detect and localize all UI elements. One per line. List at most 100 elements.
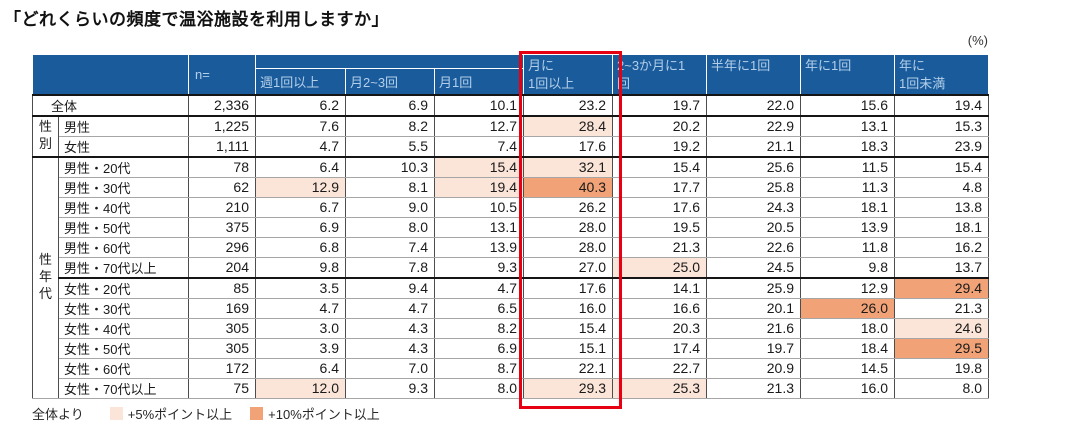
- value-cell: 25.6: [706, 156, 801, 178]
- value-cell: 20.3: [612, 317, 707, 339]
- column-header-every-2-3-months: 2~3か月に1 回: [612, 54, 707, 96]
- row-label: 女性・50代: [58, 337, 189, 359]
- n-value-cell: 305: [188, 337, 256, 359]
- value-cell: 19.8: [894, 357, 989, 379]
- value-cell: 16.2: [894, 236, 989, 258]
- n-value-cell: 169: [188, 297, 256, 319]
- value-cell: 25.9: [706, 277, 801, 299]
- value-cell: 6.7: [255, 196, 346, 218]
- row-label: 女性・30代: [58, 297, 189, 319]
- value-cell: 8.7: [434, 357, 524, 379]
- value-cell: 20.5: [706, 216, 801, 238]
- value-cell: 21.6: [706, 317, 801, 339]
- value-cell: 19.4: [894, 94, 989, 117]
- legend-swatch-plus10-icon: [250, 407, 264, 420]
- row-label: 女性: [58, 135, 189, 158]
- table-row: 女性・70代以上 75 12.0 9.3 8.0 29.3 25.3 21.3 16.0 8.0: [33, 377, 989, 399]
- value-cell: 4.3: [345, 337, 435, 359]
- value-cell: 18.1: [800, 196, 895, 218]
- value-cell: 7.8: [345, 256, 435, 279]
- value-cell: 12.9: [255, 176, 346, 198]
- value-cell: 6.8: [255, 236, 346, 258]
- table-row: 男性・30代 62 12.9 8.1 19.4 40.3 17.7 25.8 11.3 4.8: [33, 176, 989, 198]
- value-cell: 3.5: [255, 277, 346, 299]
- value-cell: 9.0: [345, 196, 435, 218]
- value-cell: 20.2: [612, 115, 707, 137]
- column-header-once-a-year: 年に1回: [800, 54, 895, 96]
- value-cell: 7.0: [345, 357, 435, 379]
- value-cell: 29.5: [894, 337, 989, 359]
- value-cell: 9.4: [345, 277, 435, 299]
- row-label: 男性・50代: [58, 216, 189, 238]
- value-cell: 4.8: [894, 176, 989, 198]
- table-row: 女性・40代 305 3.0 4.3 8.2 15.4 20.3 21.6 18.0 24.6: [33, 317, 989, 339]
- value-cell: 24.5: [706, 256, 801, 279]
- table-row: 女性・20代 85 3.5 9.4 4.7 17.6 14.1 25.9 12.9 29.4: [33, 277, 989, 299]
- value-cell: 14.1: [612, 277, 707, 299]
- n-value-cell: 78: [188, 156, 256, 178]
- value-cell: 9.8: [255, 256, 346, 279]
- n-value-cell: 85: [188, 277, 256, 299]
- value-cell: 18.4: [800, 337, 895, 359]
- value-cell: 7.4: [345, 236, 435, 258]
- column-header-monthly-or-more: 月に 1回以上: [523, 54, 613, 96]
- value-cell: 28.4: [523, 115, 613, 137]
- value-cell: 12.7: [434, 115, 524, 137]
- value-cell: 26.0: [800, 297, 895, 319]
- value-cell: 6.4: [255, 156, 346, 178]
- value-cell: 15.4: [894, 156, 989, 178]
- value-cell: 9.3: [434, 256, 524, 279]
- table-row: 女性 1,111 4.7 5.5 7.4 17.6 19.2 21.1 18.3 23.9: [33, 135, 989, 158]
- value-cell: 13.7: [894, 256, 989, 279]
- header-row-top: n= 月に 1回以上 2~3か月に1 回 半年に1回 年に1回 年に 1回未満: [32, 54, 989, 96]
- value-cell: 11.5: [800, 156, 895, 178]
- value-cell: 8.1: [345, 176, 435, 198]
- value-cell: 18.3: [800, 135, 895, 158]
- n-value-cell: 62: [188, 176, 256, 198]
- value-cell: 25.0: [612, 256, 707, 279]
- row-label: 女性・40代: [58, 317, 189, 339]
- value-cell: 20.9: [706, 357, 801, 379]
- row-label: 男性・70代以上: [58, 256, 189, 279]
- value-cell: 15.6: [800, 94, 895, 117]
- table-header: n= 月に 1回以上 2~3か月に1 回 半年に1回 年に1回 年に 1回未満 …: [32, 54, 989, 96]
- value-cell: 4.7: [255, 297, 346, 319]
- merged-subheader-group: [255, 54, 524, 69]
- row-label: 女性・20代: [58, 277, 189, 299]
- row-label: 男性・40代: [58, 196, 189, 218]
- value-cell: 40.3: [523, 176, 613, 198]
- value-cell: 27.0: [523, 256, 613, 279]
- table-row: 女性・60代 172 6.4 7.0 8.7 22.1 22.7 20.9 14.5 19.8: [33, 357, 989, 379]
- survey-question-title: 「どれくらいの頻度で温浴施設を利用しますか」: [4, 10, 389, 29]
- value-cell: 26.2: [523, 196, 613, 218]
- value-cell: 13.8: [894, 196, 989, 218]
- header-row-sub: 週1回以上 月2~3回 月1回: [33, 68, 989, 96]
- value-cell: 20.1: [706, 297, 801, 319]
- value-cell: 11.8: [800, 236, 895, 258]
- legend: 全体より +5%ポイント以上 +10%ポイント以上: [32, 404, 398, 423]
- value-cell: 12.0: [255, 377, 346, 399]
- row-label: 男性・20代: [58, 156, 189, 178]
- value-cell: 23.9: [894, 135, 989, 158]
- table-row: 女性・30代 169 4.7 4.7 6.5 16.0 16.6 20.1 26.0 21.3: [33, 297, 989, 319]
- value-cell: 6.2: [255, 94, 346, 117]
- column-header-less-than-once-a-year: 年に 1回未満: [894, 54, 989, 96]
- value-cell: 5.5: [345, 135, 435, 158]
- value-cell: 6.9: [345, 94, 435, 117]
- value-cell: 4.3: [345, 317, 435, 339]
- row-label: 女性・70代以上: [58, 377, 189, 399]
- value-cell: 23.2: [523, 94, 613, 117]
- n-value-cell: 75: [188, 377, 256, 399]
- column-header-weekly-or-more: 週1回以上: [255, 68, 346, 96]
- value-cell: 15.4: [523, 317, 613, 339]
- value-cell: 13.1: [434, 216, 524, 238]
- value-cell: 15.3: [894, 115, 989, 137]
- n-value-cell: 172: [188, 357, 256, 379]
- row-group-label: 性年代: [32, 156, 59, 399]
- value-cell: 17.7: [612, 176, 707, 198]
- value-cell: 11.3: [800, 176, 895, 198]
- row-group-label: 性別: [32, 115, 59, 158]
- value-cell: 21.3: [706, 377, 801, 399]
- legend-prefix-label: 全体より: [32, 407, 84, 422]
